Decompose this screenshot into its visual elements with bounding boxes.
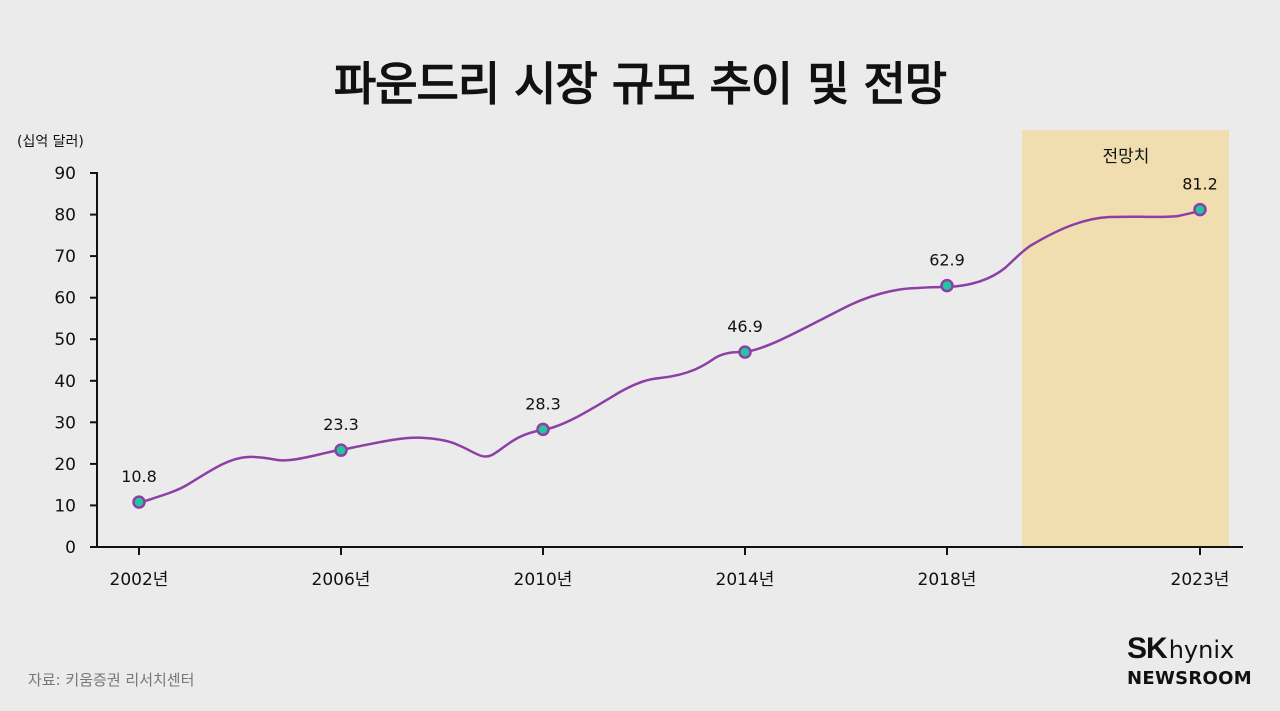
forecast-band <box>1022 130 1229 547</box>
x-tick-label: 2014년 <box>716 570 775 590</box>
y-tick-label: 40 <box>54 372 76 392</box>
x-tick-label: 2002년 <box>110 570 169 590</box>
y-tick-label: 60 <box>54 289 76 309</box>
y-tick-label: 20 <box>54 455 76 475</box>
data-point-marker <box>536 422 550 437</box>
data-point-marker <box>940 278 954 293</box>
y-tick-label: 50 <box>54 330 76 350</box>
x-tick-label: 2010년 <box>514 570 573 590</box>
data-point-value-label: 23.3 <box>323 415 359 434</box>
data-point-value-label: 46.9 <box>727 317 763 336</box>
x-axis <box>90 546 1243 555</box>
data-point-value-label: 10.8 <box>121 467 157 486</box>
chart-title: 파운드리 시장 규모 추이 및 전망 <box>333 57 947 111</box>
brand-sk: SK <box>1127 632 1168 665</box>
data-point-marker <box>334 443 348 457</box>
data-point-value-label: 81.2 <box>1182 175 1218 194</box>
data-point-marker <box>1193 202 1207 217</box>
y-tick-label: 70 <box>54 247 76 267</box>
y-tick-label: 10 <box>54 496 76 516</box>
data-point-value-label: 28.3 <box>525 394 561 413</box>
x-tick-label: 2006년 <box>312 570 371 590</box>
x-tick-label: 2023년 <box>1171 570 1230 590</box>
brand-logo: SKhynix NEWSROOM <box>1127 634 1252 688</box>
x-axis-tick-labels: 2002년 2006년 2010년 2014년 2018년 2023년 <box>110 570 1230 590</box>
data-markers: 10.8 23.3 28.3 46.9 62.9 81.2 <box>121 175 1218 509</box>
y-tick-label: 80 <box>54 206 76 226</box>
data-point-value-label: 62.9 <box>929 251 965 270</box>
y-tick-label: 90 <box>54 164 76 184</box>
y-tick-label: 0 <box>65 538 76 558</box>
brand-hynix: hynix <box>1168 636 1235 664</box>
trend-line <box>137 209 1202 505</box>
data-point-marker <box>132 495 146 509</box>
forecast-label: 전망치 <box>1103 147 1150 167</box>
x-tick-label: 2018년 <box>918 570 977 590</box>
y-axis <box>90 172 98 547</box>
brand-newsroom: NEWSROOM <box>1127 668 1252 689</box>
y-axis-unit-label: (십억 달러) <box>17 134 84 150</box>
data-point-marker <box>738 345 752 359</box>
y-axis-tick-labels: 0 10 20 30 40 50 60 70 80 90 <box>54 164 76 558</box>
y-tick-label: 30 <box>54 413 76 433</box>
source-note: 자료: 키움증권 리서치센터 <box>28 671 195 689</box>
